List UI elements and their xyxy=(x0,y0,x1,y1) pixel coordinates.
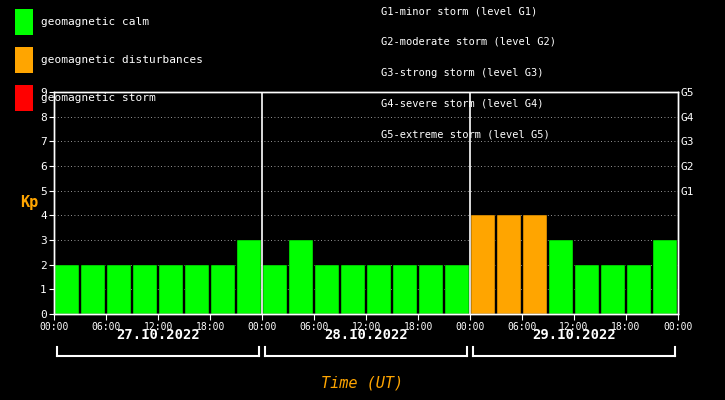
Bar xyxy=(653,240,677,314)
Bar xyxy=(186,265,210,314)
Bar xyxy=(419,265,443,314)
Y-axis label: Kp: Kp xyxy=(20,196,38,210)
Bar xyxy=(289,240,313,314)
Bar xyxy=(55,265,79,314)
Text: Time (UT): Time (UT) xyxy=(321,375,404,390)
Bar xyxy=(445,265,469,314)
Bar xyxy=(627,265,651,314)
Text: 27.10.2022: 27.10.2022 xyxy=(117,328,200,342)
Text: G3-strong storm (level G3): G3-strong storm (level G3) xyxy=(381,68,543,78)
Bar xyxy=(367,265,391,314)
Bar xyxy=(160,265,183,314)
Bar xyxy=(471,215,495,314)
Bar xyxy=(575,265,599,314)
Text: 29.10.2022: 29.10.2022 xyxy=(532,328,616,342)
Bar xyxy=(133,265,157,314)
Bar xyxy=(81,265,105,314)
Bar xyxy=(497,215,521,314)
Bar xyxy=(549,240,573,314)
Bar xyxy=(393,265,417,314)
Bar xyxy=(601,265,625,314)
Bar xyxy=(263,265,287,314)
Bar xyxy=(523,215,547,314)
Text: G5-extreme storm (level G5): G5-extreme storm (level G5) xyxy=(381,129,550,139)
Text: G1-minor storm (level G1): G1-minor storm (level G1) xyxy=(381,6,537,16)
Text: G4-severe storm (level G4): G4-severe storm (level G4) xyxy=(381,98,543,108)
Bar xyxy=(107,265,131,314)
Bar xyxy=(341,265,365,314)
Text: geomagnetic disturbances: geomagnetic disturbances xyxy=(41,55,203,65)
Text: G2-moderate storm (level G2): G2-moderate storm (level G2) xyxy=(381,37,555,47)
Bar xyxy=(237,240,261,314)
Text: geomagnetic calm: geomagnetic calm xyxy=(41,17,149,27)
Bar xyxy=(315,265,339,314)
Bar xyxy=(211,265,235,314)
Text: 28.10.2022: 28.10.2022 xyxy=(324,328,408,342)
Text: geomagnetic storm: geomagnetic storm xyxy=(41,93,156,103)
